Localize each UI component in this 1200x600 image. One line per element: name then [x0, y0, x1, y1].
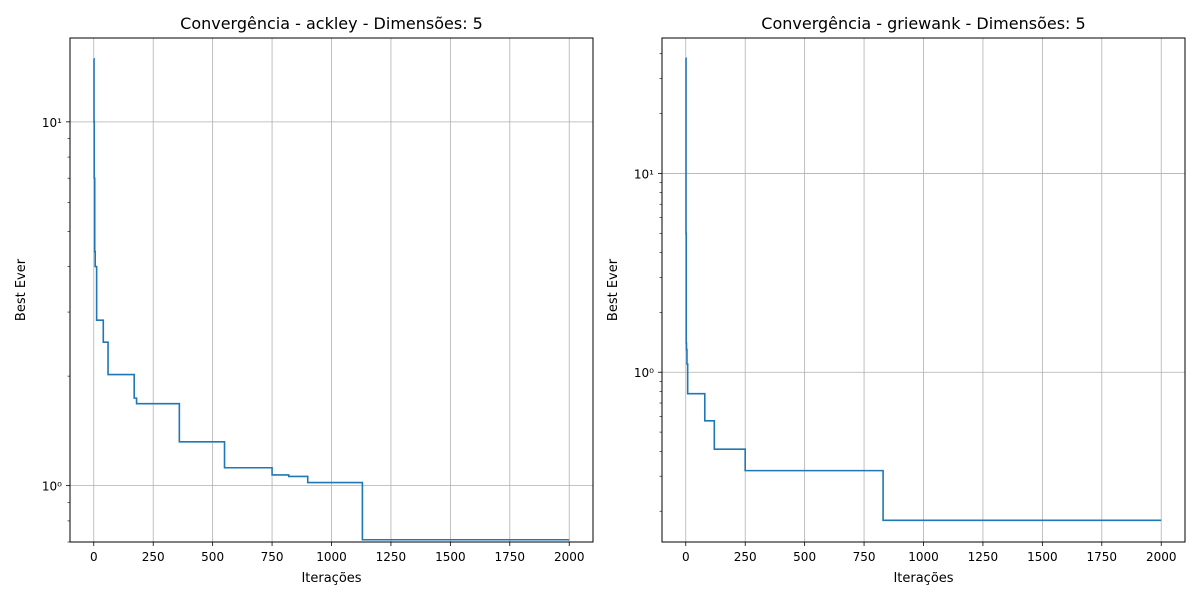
x-tick-label: 1750 — [495, 550, 526, 564]
x-axis-label: Iterações — [301, 571, 361, 586]
x-tick-label: 250 — [734, 550, 757, 564]
x-tick-label: 2000 — [554, 550, 585, 564]
x-tick-label: 0 — [90, 550, 98, 564]
x-tick-label: 0 — [682, 550, 690, 564]
x-tick-label: 500 — [201, 550, 224, 564]
x-tick-label: 1500 — [1027, 550, 1058, 564]
y-tick-label: 10⁰ — [634, 366, 654, 380]
x-tick-label: 1500 — [435, 550, 466, 564]
x-tick-label: 1250 — [376, 550, 407, 564]
x-tick-label: 250 — [142, 550, 165, 564]
x-tick-label: 750 — [261, 550, 284, 564]
y-axis-label: Best Ever — [14, 258, 29, 321]
y-axis-label: Best Ever — [606, 258, 621, 321]
chart-griewank: 0 250 500 750 1000 1250 1500 1750 2000 10⁰ 10¹ Co… — [606, 14, 1186, 586]
chart-title: Convergência - griewank - Dimensões: 5 — [761, 14, 1085, 33]
y-tick-label: 10¹ — [42, 116, 62, 130]
series-line — [685, 57, 1162, 522]
x-tick-label: 750 — [853, 550, 876, 564]
series-line — [93, 58, 570, 541]
x-tick-label: 500 — [793, 550, 816, 564]
x-tick-label: 2000 — [1146, 550, 1177, 564]
series-line-group — [685, 57, 1162, 522]
x-axis-label: Iterações — [893, 571, 953, 586]
y-ticks: 10⁰ 10¹ — [42, 116, 70, 543]
x-tick-label: 1000 — [316, 550, 347, 564]
y-tick-label: 10⁰ — [42, 480, 62, 494]
x-tick-label: 1000 — [908, 550, 939, 564]
grid-lines — [662, 38, 1185, 542]
x-ticks: 0 250 500 750 1000 1250 1500 1750 2000 — [682, 542, 1177, 564]
x-ticks: 0 250 500 750 1000 1250 1500 1750 2000 — [90, 542, 585, 564]
x-tick-label: 1750 — [1087, 550, 1118, 564]
y-tick-label: 10¹ — [634, 167, 654, 181]
grid-lines — [70, 38, 593, 542]
series-line-group — [93, 58, 570, 541]
chart-title: Convergência - ackley - Dimensões: 5 — [180, 14, 483, 33]
y-ticks: 10⁰ 10¹ — [634, 53, 662, 512]
chart-ackley: 0 250 500 750 1000 1250 1500 1750 2000 10⁰ 10¹ Co… — [14, 14, 594, 586]
x-tick-label: 1250 — [968, 550, 999, 564]
